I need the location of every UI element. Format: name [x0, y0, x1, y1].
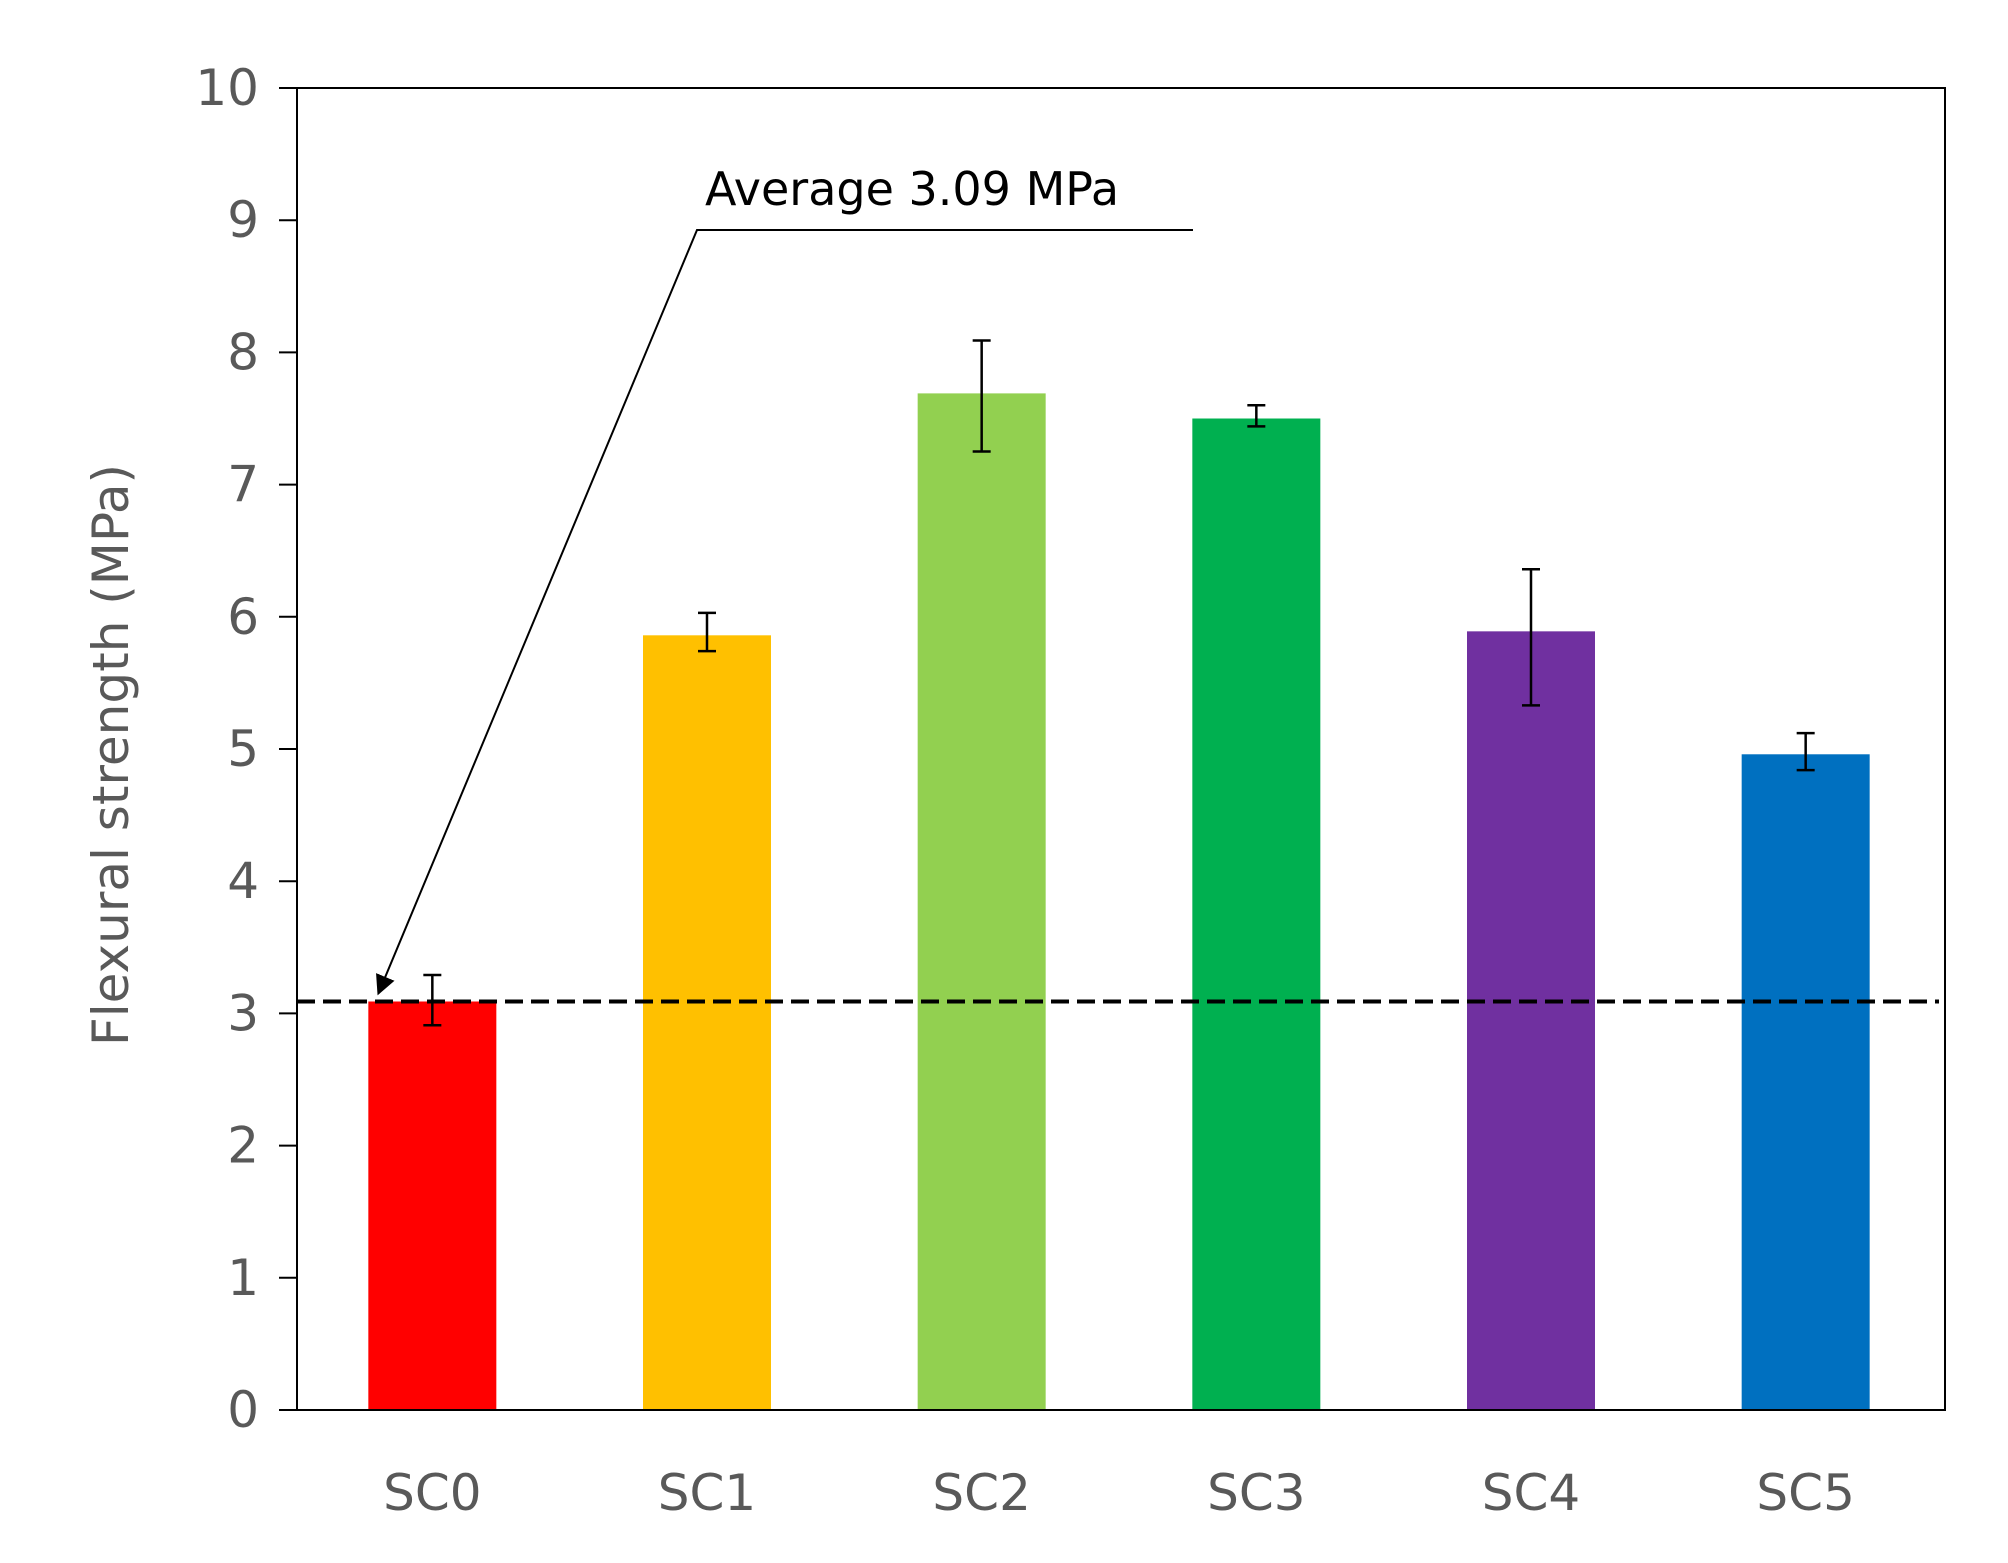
bar-sc2	[917, 393, 1046, 1411]
y-tick-label: 4	[227, 852, 259, 910]
bar-sc4	[1467, 631, 1595, 1410]
y-tick-label: 1	[227, 1249, 259, 1307]
x-tick-label: SC5	[1756, 1464, 1854, 1522]
x-tick-label: SC0	[383, 1464, 481, 1522]
y-tick-label: 6	[227, 588, 259, 646]
error-bar-sc4	[1522, 567, 1540, 707]
x-tick-label: SC2	[932, 1464, 1030, 1522]
y-tick-label: 8	[227, 323, 259, 381]
y-tick-label: 0	[227, 1381, 259, 1439]
y-tick-label: 2	[227, 1117, 259, 1175]
y-tick-label: 3	[227, 984, 259, 1042]
annotation-label: Average 3.09 MPa	[705, 162, 1119, 216]
bar-sc5	[1741, 754, 1870, 1410]
bar-sc3	[1192, 418, 1321, 1410]
annotation-leader-line	[376, 229, 1193, 996]
x-axis-labels: SC0 SC1 SC2 SC3 SC4 SC5	[383, 1464, 1855, 1522]
error-bar-sc2	[972, 339, 991, 453]
x-tick-label: SC1	[658, 1464, 756, 1522]
bars-layer	[368, 393, 1870, 1411]
y-tick-label: 5	[227, 720, 259, 778]
y-tick-label: 7	[227, 456, 259, 514]
x-tick-label: SC4	[1482, 1464, 1580, 1522]
error-bar-sc5	[1796, 731, 1815, 772]
error-bar-sc3	[1247, 404, 1266, 428]
y-axis-ticks: 0 1 2 3 4 5 6 7 8 9 10	[195, 59, 297, 1439]
average-annotation: Average 3.09 MPa	[376, 162, 1193, 996]
y-tick-label: 10	[195, 59, 259, 117]
x-tick-label: SC3	[1207, 1464, 1305, 1522]
plot-area-frame	[296, 87, 1946, 1411]
error-bar-sc1	[698, 611, 716, 653]
y-tick-label: 9	[227, 191, 259, 249]
bar-sc1	[643, 635, 771, 1410]
bar-sc0	[368, 1001, 497, 1410]
error-bars-layer	[423, 339, 1815, 1027]
y-axis-title: Flexural strength (MPa)	[82, 464, 140, 1046]
